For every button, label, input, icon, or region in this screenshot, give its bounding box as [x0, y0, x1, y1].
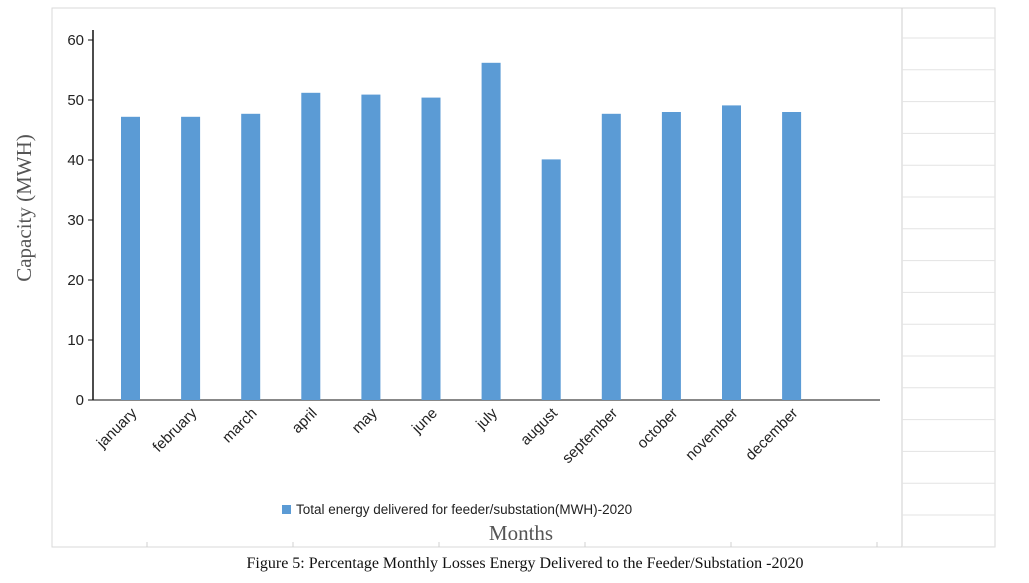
bar	[661, 112, 681, 400]
bars	[121, 62, 802, 401]
y-tick-label: 10	[67, 332, 84, 349]
y-tick-label: 20	[67, 272, 84, 289]
x-tick-label: august	[517, 404, 561, 448]
x-tick-label: october	[634, 405, 681, 452]
x-tick-label: november	[682, 405, 741, 464]
bar	[121, 116, 140, 401]
y-axis-label: Capacity (MWH)	[12, 134, 36, 282]
x-tick-label: july	[472, 404, 501, 433]
bar	[722, 105, 741, 401]
y-tick-label: 50	[67, 92, 84, 109]
y-ticks: 0 10 20 30 40 50 60	[67, 32, 93, 409]
bar	[421, 97, 441, 400]
x-tick-label: march	[219, 405, 260, 446]
bar	[481, 62, 501, 401]
x-tick-label: may	[349, 404, 381, 436]
y-tick-label: 40	[67, 152, 84, 169]
legend-entry: Total energy delivered for feeder/substa…	[296, 502, 632, 517]
bar	[181, 116, 201, 401]
bar	[782, 112, 802, 400]
bar	[601, 113, 621, 401]
bar	[301, 92, 321, 401]
y-tick-label: 0	[76, 392, 84, 409]
category-labels: january february march april may june july augu…	[93, 404, 802, 467]
bar	[541, 159, 561, 400]
bar	[241, 113, 261, 401]
y-tick-label: 30	[67, 212, 84, 229]
bar	[361, 94, 381, 400]
figure-caption: Figure 5: Percentage Monthly Losses Ener…	[247, 555, 804, 572]
x-tick-label: september	[559, 405, 621, 467]
x-tick-label: february	[149, 404, 200, 455]
chart-frame	[51, 7, 996, 548]
x-axis-label: Months	[489, 521, 553, 545]
side-panel	[901, 8, 995, 548]
x-tick-label: december	[742, 405, 801, 464]
legend-swatch	[282, 505, 291, 514]
frame-ticks	[146, 542, 878, 547]
x-tick-label: april	[289, 405, 321, 437]
y-tick-label: 60	[67, 32, 84, 49]
x-tick-label: june	[408, 405, 441, 438]
x-tick-label: january	[93, 404, 141, 452]
